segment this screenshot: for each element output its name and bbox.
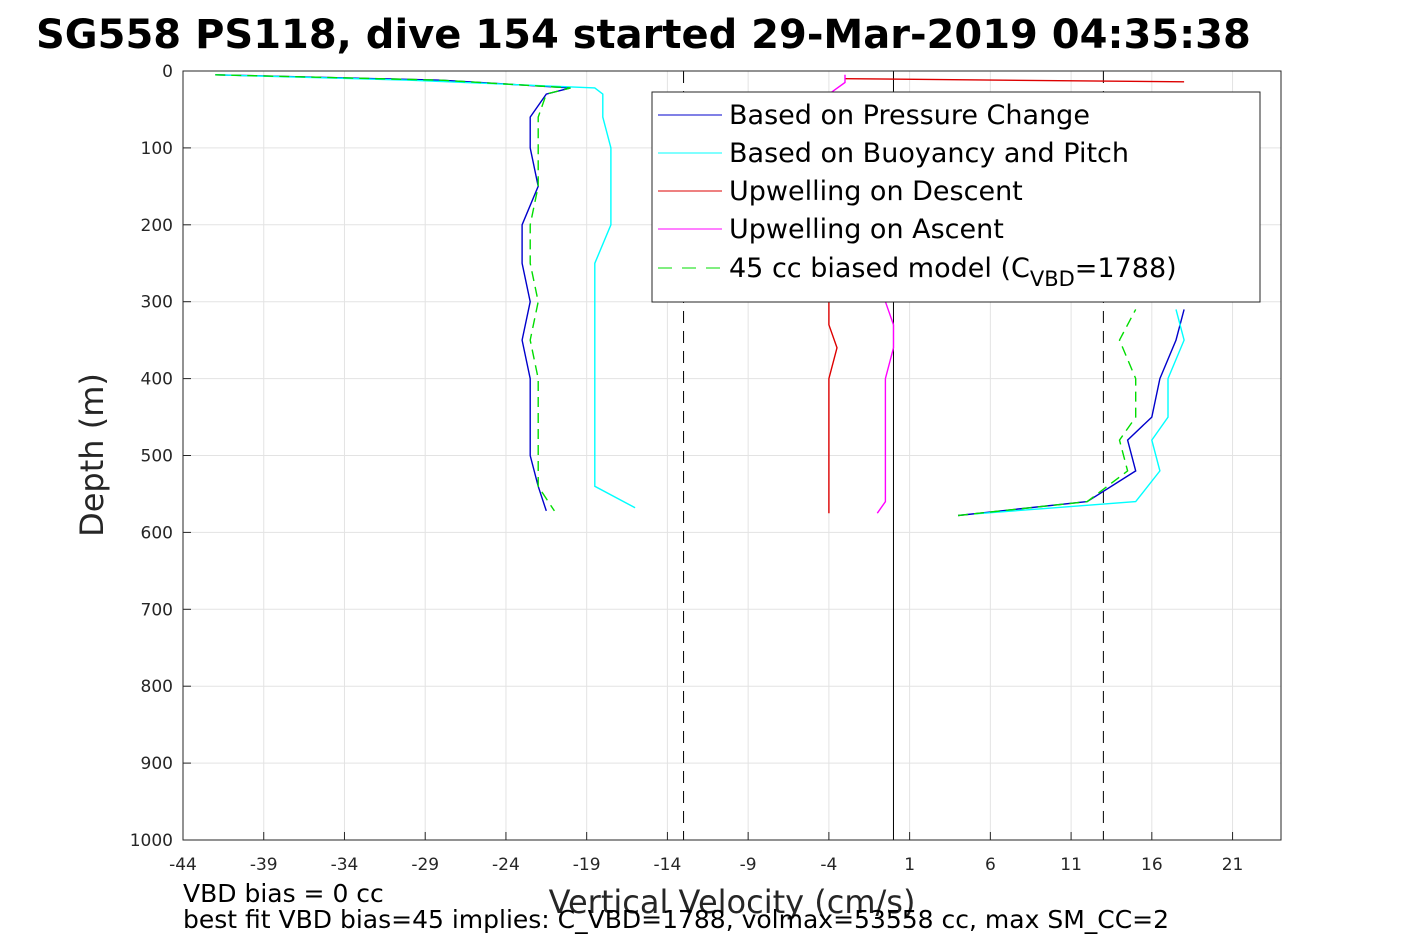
y-tick-label: 0 — [162, 62, 173, 82]
x-tick-label: -14 — [654, 855, 682, 875]
legend-label-pressure: Based on Pressure Change — [729, 100, 1090, 131]
x-tick-label: -19 — [573, 855, 601, 875]
x-tick-label: 21 — [1222, 855, 1244, 875]
series-line-2-descent — [828, 301, 838, 514]
x-tick-label: 11 — [1060, 855, 1082, 875]
y-tick-label: 500 — [141, 447, 173, 467]
best-fit-note: best fit VBD bias=45 implies: C_VBD=1788… — [183, 905, 1169, 934]
y-tick-label: 1000 — [130, 831, 173, 851]
series-line-3-descent — [876, 301, 895, 514]
x-axis-label: Vertical Velocity (cm/s) — [549, 883, 916, 921]
y-tick-label: 600 — [141, 523, 173, 543]
y-tick-label: 400 — [141, 370, 173, 390]
x-tick-label: 6 — [985, 855, 996, 875]
y-tick-labels: 0 100 200 300 400 500 600 700 800 900 1000 — [130, 62, 191, 851]
series-line-0-descent — [215, 74, 571, 512]
y-tick-label: 200 — [141, 216, 173, 236]
legend-label-buoyancy: Based on Buoyancy and Pitch — [729, 138, 1129, 169]
legend-label-up-ascent: Upwelling on Ascent — [729, 214, 1004, 245]
legend-model-subscript: VBD — [1030, 267, 1075, 291]
legend-label-up-descent: Upwelling on Descent — [729, 176, 1023, 207]
chart-title: SG558 PS118, dive 154 started 29-Mar-201… — [36, 12, 1251, 58]
y-tick-label: 300 — [141, 293, 173, 313]
series-lines — [215, 74, 1185, 517]
x-tick-label: 1 — [904, 855, 915, 875]
x-tick-label: -29 — [411, 855, 439, 875]
legend-label-model: 45 cc biased model (CVBD=1788) — [729, 253, 1177, 291]
y-tick-label: 100 — [141, 139, 173, 159]
y-tick-label: 900 — [141, 754, 173, 774]
legend: Based on Pressure Change Based on Buoyan… — [651, 91, 1261, 303]
series-line-1-descent — [215, 74, 636, 509]
series-line-1-ascent — [974, 309, 1185, 515]
x-tick-label: -4 — [820, 855, 837, 875]
legend-box — [651, 91, 1261, 303]
x-tick-label: -44 — [169, 855, 197, 875]
y-tick-label: 700 — [141, 600, 173, 620]
series-line-4-ascent — [958, 309, 1137, 517]
series-line-0-ascent — [958, 309, 1185, 517]
y-tick-label: 800 — [141, 677, 173, 697]
x-tick-label: -34 — [331, 855, 359, 875]
x-tick-label: 16 — [1141, 855, 1163, 875]
series-line-4-descent — [215, 74, 571, 512]
legend-model-suffix: =1788) — [1075, 253, 1177, 284]
x-tick-label: -39 — [250, 855, 278, 875]
vbd-bias-note: VBD bias = 0 cc — [183, 879, 384, 908]
y-axis-label: Depth (m) — [73, 373, 111, 537]
series-line-2-ascent — [844, 78, 1185, 83]
series-line-3-ascent — [828, 74, 846, 95]
x-tick-labels: -44 -39 -34 -29 -24 -19 -14 -9 -4 1 6 11 16 21 — [169, 832, 1243, 875]
x-tick-label: -24 — [492, 855, 520, 875]
legend-model-prefix: 45 cc biased model (C — [729, 253, 1030, 284]
x-tick-label: -9 — [740, 855, 757, 875]
